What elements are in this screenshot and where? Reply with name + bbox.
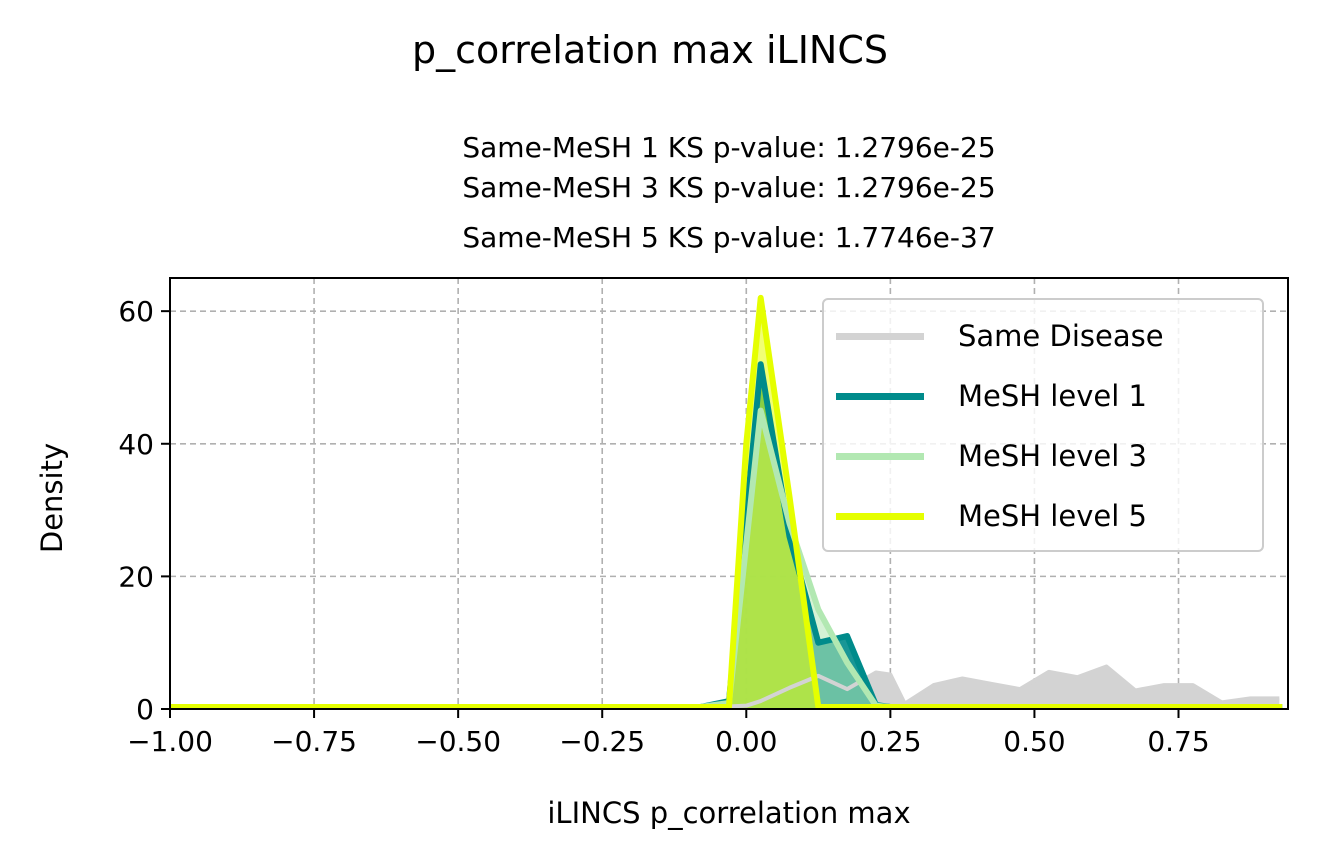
x-tick-label: −1.00 xyxy=(127,725,213,758)
x-tick-label: 0.00 xyxy=(715,725,777,758)
subtitle-line-3: Same-MeSH 5 KS p-value: 1.7746e-37 xyxy=(462,221,996,254)
y-tick-label: 60 xyxy=(118,295,154,328)
y-tick-label: 20 xyxy=(118,560,154,593)
legend: Same Disease MeSH level 1 MeSH level 3 M… xyxy=(822,298,1264,552)
legend-item-mesh-level-1: MeSH level 1 xyxy=(836,376,1147,416)
legend-label: Same Disease xyxy=(958,319,1164,353)
x-tick-label: −0.75 xyxy=(271,725,357,758)
series-lines xyxy=(170,294,1283,711)
x-tick-label: 0.50 xyxy=(1003,725,1065,758)
x-tick-label: −0.25 xyxy=(559,725,645,758)
x-tick-label: 0.25 xyxy=(859,725,921,758)
subtitle-line-2: Same-MeSH 3 KS p-value: 1.2796e-25 xyxy=(462,171,996,204)
figure-title: p_correlation max iLINCS xyxy=(412,28,888,72)
subtitle-line-1: Same-MeSH 1 KS p-value: 1.2796e-25 xyxy=(462,131,996,164)
y-tick-label: 40 xyxy=(118,428,154,461)
legend-swatch-mesh-level-3 xyxy=(836,452,924,460)
legend-swatch-mesh-level-5 xyxy=(836,512,924,520)
legend-swatch-same-disease xyxy=(836,332,924,340)
y-axis-label: Density xyxy=(35,442,69,554)
line-mesh-level-5 xyxy=(170,294,1283,711)
y-tick-label: 0 xyxy=(136,693,154,726)
legend-label: MeSH level 1 xyxy=(958,379,1147,413)
y-axis-ticks: 0 20 40 60 xyxy=(118,295,170,726)
x-tick-label: 0.75 xyxy=(1147,725,1209,758)
x-tick-label: −0.50 xyxy=(415,725,501,758)
legend-item-same-disease: Same Disease xyxy=(836,316,1164,356)
area-same-disease xyxy=(170,666,1280,709)
axes-frame xyxy=(169,277,1289,710)
x-axis-label: iLINCS p_correlation max xyxy=(547,796,911,830)
legend-swatch-mesh-level-1 xyxy=(836,392,924,400)
plot-frame xyxy=(169,277,1289,710)
legend-label: MeSH level 3 xyxy=(958,439,1147,473)
legend-label: MeSH level 5 xyxy=(958,499,1147,533)
line-same-disease xyxy=(170,664,1280,710)
series-areas xyxy=(170,297,1283,709)
legend-item-mesh-level-5: MeSH level 5 xyxy=(836,496,1147,536)
x-axis-ticks: −1.00 −0.75 −0.50 −0.25 0.00 0.25 0.50 0.75 xyxy=(127,709,1210,758)
legend-item-mesh-level-3: MeSH level 3 xyxy=(836,436,1147,476)
